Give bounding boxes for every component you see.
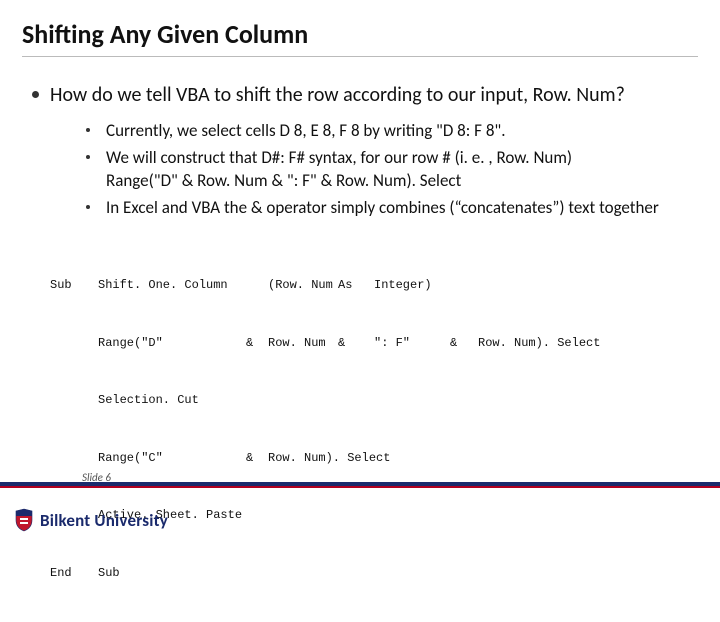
sub-bullet-text: In Excel and VBA the & operator simply c… [106, 197, 659, 218]
code-token: ": F" [374, 334, 450, 353]
code-token: & [450, 334, 478, 353]
code-line: Range("D" & Row. Num & ": F" & Row. Num)… [50, 334, 698, 353]
sub-bullet: We will construct that D#: F# syntax, fo… [86, 147, 698, 193]
main-bullet: How do we tell VBA to shift the row acco… [22, 83, 698, 108]
code-token: Sub [50, 276, 98, 295]
bullet-dot-icon [86, 205, 90, 209]
sub-bullet-continuation: Range("D" & Row. Num & ": F" & Row. Num)… [106, 170, 698, 193]
code-token: Range("D" [98, 334, 246, 353]
code-line: Range("C" & Row. Num). Select [50, 449, 698, 468]
code-token: Range("C" [98, 449, 246, 468]
slide-title: Shifting Any Given Column [22, 18, 698, 57]
shield-icon [14, 508, 34, 532]
code-block: Sub Shift. One. Column (Row. Num As Inte… [22, 238, 698, 622]
code-token: Integer) [374, 276, 450, 295]
code-token: Shift. One. Column [98, 276, 246, 295]
footer-divider [0, 482, 720, 488]
code-token: Selection. Cut [98, 391, 246, 410]
main-bullet-text: How do we tell VBA to shift the row acco… [50, 83, 625, 107]
code-token [50, 334, 98, 353]
code-token: As [338, 276, 374, 295]
code-token [50, 391, 98, 410]
code-line: Sub Shift. One. Column (Row. Num As Inte… [50, 276, 698, 295]
sub-bullet-text: We will construct that D#: F# syntax, fo… [106, 147, 572, 168]
code-token: End [50, 564, 98, 583]
code-line: Selection. Cut [50, 391, 698, 410]
code-line: End Sub [50, 564, 698, 583]
code-token: Sub [98, 564, 120, 583]
code-token: Row. Num [268, 334, 338, 353]
code-token: & [338, 334, 374, 353]
bullet-dot-icon [32, 91, 39, 98]
code-token: (Row. Num [268, 276, 338, 295]
sub-bullet: In Excel and VBA the & operator simply c… [86, 197, 698, 220]
slide-container: Shifting Any Given Column How do we tell… [0, 0, 720, 540]
university-name: Bilkent University [40, 510, 168, 531]
code-token: Row. Num). Select [478, 334, 698, 353]
code-token: Row. Num). Select [268, 449, 390, 468]
code-token: & [246, 449, 268, 468]
code-token: & [246, 334, 268, 353]
code-token [246, 276, 268, 295]
university-logo: Bilkent University [14, 508, 168, 532]
sub-bullet-list: Currently, we select cells D 8, E 8, F 8… [22, 120, 698, 220]
code-token [50, 449, 98, 468]
bullet-dot-icon [86, 128, 90, 132]
sub-bullet: Currently, we select cells D 8, E 8, F 8… [86, 120, 698, 143]
sub-bullet-text: Currently, we select cells D 8, E 8, F 8… [106, 120, 506, 141]
bullet-dot-icon [86, 155, 90, 159]
